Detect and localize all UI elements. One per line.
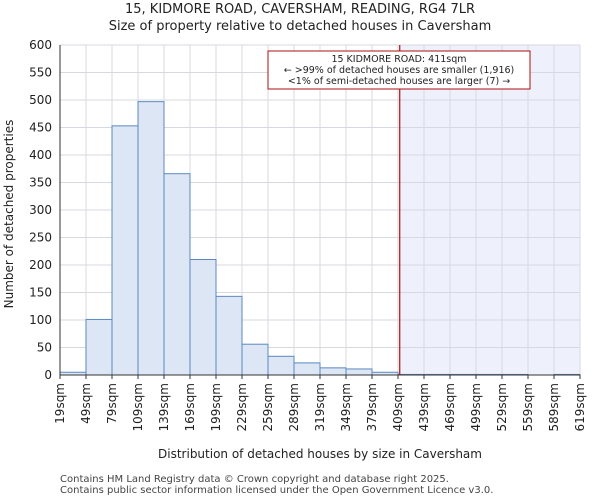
x-tick-label: 289sqm <box>287 383 301 431</box>
x-tick-label: 589sqm <box>547 383 561 431</box>
annotation-smaller: ← >99% of detached houses are smaller (1… <box>284 65 515 76</box>
histogram-bar <box>293 362 321 376</box>
x-tick-label: 169sqm <box>183 383 197 431</box>
x-tick-label: 559sqm <box>521 383 535 431</box>
y-tick-label: 100 <box>29 313 52 327</box>
x-tick-label: 319sqm <box>313 383 327 431</box>
y-tick-label: 250 <box>29 231 52 245</box>
y-tick-label: 50 <box>37 341 52 355</box>
chart-subtitle: Size of property relative to detached ho… <box>108 19 492 34</box>
x-tick-label: 529sqm <box>495 383 509 431</box>
x-tick-label: 409sqm <box>391 383 405 431</box>
x-tick-label: 379sqm <box>365 383 379 431</box>
chart-title: 15, KIDMORE ROAD, CAVERSHAM, READING, RG… <box>125 2 475 17</box>
y-tick-label: 200 <box>29 258 52 272</box>
y-tick-label: 600 <box>29 38 52 52</box>
histogram-bar <box>111 125 139 376</box>
y-tick-label: 300 <box>29 203 52 217</box>
footer-copyright: Contains HM Land Registry data © Crown c… <box>60 474 449 485</box>
x-tick-label: 79sqm <box>105 383 119 424</box>
x-tick-label: 259sqm <box>261 383 275 431</box>
y-axis-label: Number of detached properties <box>2 120 16 309</box>
footer-licence: Contains public sector information licen… <box>60 485 494 496</box>
y-tick-label: 450 <box>29 121 52 135</box>
y-tick-label: 0 <box>44 368 52 382</box>
histogram-bar <box>241 343 269 376</box>
histogram-bar <box>345 368 373 376</box>
x-tick-label: 199sqm <box>209 383 223 431</box>
x-tick-label: 19sqm <box>53 383 67 424</box>
y-tick-label: 150 <box>29 286 52 300</box>
x-tick-label: 439sqm <box>417 383 431 431</box>
x-axis-label: Distribution of detached houses by size … <box>158 447 482 461</box>
x-tick-label: 139sqm <box>157 383 171 431</box>
annotation-larger: <1% of semi-detached houses are larger (… <box>288 76 510 87</box>
histogram-bar <box>137 101 165 376</box>
histogram-bar <box>319 367 347 376</box>
x-tick-label: 229sqm <box>235 383 249 431</box>
histogram-bar <box>215 295 243 376</box>
x-tick-label: 499sqm <box>469 383 483 431</box>
y-tick-label: 500 <box>29 93 52 107</box>
y-tick-label: 400 <box>29 148 52 162</box>
histogram-bar <box>267 355 295 376</box>
histogram-bar <box>163 173 191 376</box>
y-tick-label: 350 <box>29 176 52 190</box>
annotation-title: 15 KIDMORE ROAD: 411sqm <box>331 54 466 65</box>
x-tick-label: 49sqm <box>79 383 93 424</box>
x-tick-label: 109sqm <box>131 383 145 431</box>
x-tick-label: 469sqm <box>443 383 457 431</box>
y-tick-label: 550 <box>29 66 52 80</box>
x-tick-label: 349sqm <box>339 383 353 431</box>
x-tick-label: 619sqm <box>573 383 587 431</box>
annotation-box <box>267 50 531 90</box>
histogram-bar <box>85 318 113 376</box>
histogram-bar <box>189 259 217 376</box>
